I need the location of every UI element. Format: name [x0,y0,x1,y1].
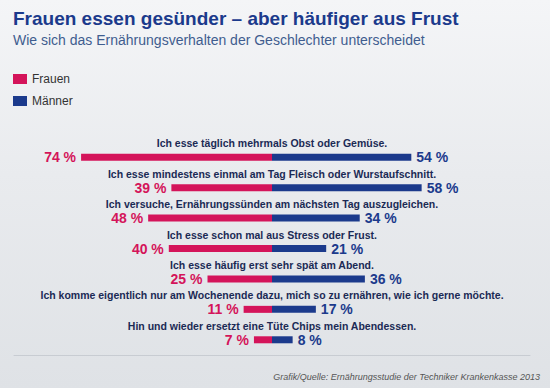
svg-text:36 %: 36 % [370,271,402,287]
svg-text:25 %: 25 % [171,271,203,287]
svg-text:Männer: Männer [32,94,73,108]
svg-text:39 %: 39 % [134,180,166,196]
svg-text:40 %: 40 % [132,241,164,257]
svg-text:Ich esse täglich mehrmals Obst: Ich esse täglich mehrmals Obst oder Gemü… [157,137,388,149]
svg-text:8 %: 8 % [298,332,323,348]
svg-text:Grafik/Quelle: Ernährungsstudi: Grafik/Quelle: Ernährungsstudie der Tech… [273,372,540,382]
svg-text:Ich esse mindestens einmal am: Ich esse mindestens einmal am Tag Fleisc… [108,168,436,180]
svg-text:Ich versuche, Ernährungssünden: Ich versuche, Ernährungssünden am nächst… [106,198,438,210]
svg-text:11 %: 11 % [207,301,239,317]
svg-text:58 %: 58 % [427,180,459,196]
svg-text:54 %: 54 % [416,149,448,165]
svg-text:Ich esse häufig erst sehr spät: Ich esse häufig erst sehr spät am Abend. [170,259,374,271]
svg-text:Frauen essen gesünder – aber h: Frauen essen gesünder – aber häufiger au… [13,8,459,29]
svg-text:Frauen: Frauen [32,72,70,86]
svg-text:48 %: 48 % [111,210,143,226]
svg-text:7 %: 7 % [225,332,250,348]
svg-text:17 %: 17 % [321,301,353,317]
svg-text:21 %: 21 % [331,241,363,257]
svg-text:Hin und wieder ersetzt eine Tü: Hin und wieder ersetzt eine Tüte Chips m… [128,320,416,332]
svg-text:Ich esse schon mal aus Stress: Ich esse schon mal aus Stress oder Frust… [167,229,377,241]
svg-text:74 %: 74 % [44,149,76,165]
svg-text:34 %: 34 % [365,210,397,226]
svg-text:Ich komme eigentlich nur am Wo: Ich komme eigentlich nur am Wochenende d… [40,289,503,301]
svg-text:Wie sich das Ernährungsverhalt: Wie sich das Ernährungsverhalten der Ges… [13,32,425,48]
